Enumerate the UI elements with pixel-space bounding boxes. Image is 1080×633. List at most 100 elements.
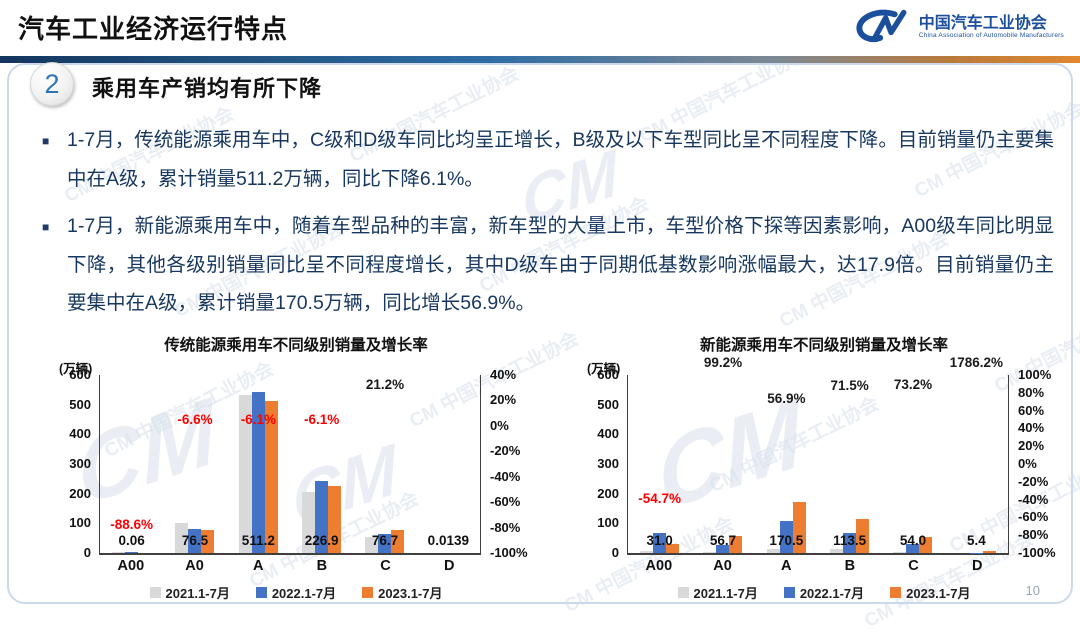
y-axis-tick: 200 [69,486,91,502]
growth-rate-label: -88.6% [110,517,153,532]
y-axis-tick: 100% [1018,367,1051,383]
bullet-square-icon: ■ [42,121,56,198]
y-axis-tick: 400 [597,426,619,442]
y-axis-tick: -40% [490,469,520,485]
y-axis-tick: -20% [1018,474,1048,490]
chart-title: 传统能源乘用车不同级别销量及增长率 [55,333,537,355]
section-title: 乘用车产销均有所下降 [92,71,322,103]
y-axis-tick: 40% [490,367,516,383]
growth-rate-label: -54.7% [638,491,681,506]
y-axis-tick: 80% [1018,385,1044,401]
growth-rate-label: 71.5% [831,378,869,393]
value-label: 226.9 [305,533,339,548]
y-axis-tick: -100% [490,545,528,561]
y-axis-right-ticks: 100%80%60%40%20%0%-20%-40%-60%-80%-100% [1011,375,1065,553]
growth-rate-label: 1786.2% [950,355,1003,370]
legend-item: 2023.1-7月 [362,583,442,602]
chart-title: 新能源乘用车不同级别销量及增长率 [583,333,1065,355]
legend-swatch [362,587,373,598]
organization-logo: 中国汽车工业协会 China Association of Automobile… [853,7,1064,47]
growth-rate-label: -6.6% [177,412,212,427]
growth-rate-label: -6.1% [241,412,276,427]
y-axis-tick: 40% [1018,420,1044,436]
legend-label: 2022.1-7月 [800,583,864,602]
legend-swatch [784,587,795,598]
bar [830,549,843,553]
slide-header: 汽车工业经济运行特点 中国汽车工业协会 China Association of… [0,0,1080,56]
legend-swatch [150,587,161,598]
y-axis-tick: 200 [597,486,619,502]
growth-rate-label: 73.2% [894,377,932,392]
value-label: 54.0 [900,533,926,548]
y-axis-tick: -80% [1018,527,1048,543]
bar-group [691,375,754,553]
bar-group [353,375,416,553]
bar-group [290,375,353,553]
x-axis-label: D [945,558,1009,574]
bar [703,552,716,554]
legend-item: 2023.1-7月 [890,583,970,602]
logo-org-name-en: China Association of Automobile Manufact… [919,32,1064,39]
value-label: 31.0 [647,533,673,548]
bar [893,552,906,554]
y-axis-tick: 100 [69,515,91,531]
chart-legend: 2021.1-7月 2022.1-7月 2023.1-7月 [55,583,537,602]
growth-rate-label: -6.1% [304,412,339,427]
plot-area: 0.06-88.6%76.5-6.6%511.2-6.1%226.9-6.1%7… [99,375,481,555]
value-label: 113.5 [833,533,866,548]
y-axis-tick: 60% [1018,403,1044,419]
x-axis-label: A0 [163,558,227,574]
y-axis-tick: 0 [84,545,91,561]
bar-group [818,375,881,553]
page-title: 汽车工业经济运行特点 [18,9,288,46]
legend-label: 2023.1-7月 [378,583,442,602]
value-label: 0.06 [119,533,145,548]
growth-rate-label: 56.9% [767,391,805,406]
y-axis-tick: 500 [69,397,91,413]
y-axis-tick: 600 [597,367,619,383]
y-axis-tick: 20% [490,392,516,408]
legend-item: 2022.1-7月 [256,583,336,602]
growth-rate-label: 99.2% [704,355,742,370]
legend-swatch [678,587,689,598]
y-axis-tick: -40% [1018,492,1048,508]
bar [640,551,653,553]
y-axis-tick: 0% [1018,456,1037,472]
x-axis-label: A00 [99,558,163,574]
legend-swatch [890,587,901,598]
y-axis-tick: 0 [612,545,619,561]
value-label: 0.0139 [428,533,469,548]
y-axis-tick: 300 [69,456,91,472]
bar-group [881,375,944,553]
cm-logo-icon [853,7,911,47]
legend-swatch [256,587,267,598]
y-axis-tick: 300 [597,456,619,472]
page-number: 10 [1026,583,1040,598]
header-divider-bar [0,56,1080,63]
legend-label: 2022.1-7月 [272,583,336,602]
legend-label: 2021.1-7月 [694,583,758,602]
bar-group [227,375,290,553]
bullet-item: ■ 1-7月，新能源乘用车中，随着车型品种的丰富，新车型的大量上市，车型价格下探… [42,207,1054,323]
bar-group [628,375,691,553]
x-axis-label: A0 [691,558,755,574]
bullet-list: ■ 1-7月，传统能源乘用车中，C级和D级车同比均呈正增长，B级及以下车型同比呈… [42,121,1054,332]
value-label: 170.5 [769,533,803,548]
bar-group [945,375,1008,553]
bar-group [417,375,480,553]
legend-item: 2021.1-7月 [678,583,758,602]
legend-label: 2021.1-7月 [166,583,230,602]
value-label: 511.2 [242,533,275,548]
y-axis-tick: 600 [69,367,91,383]
value-label: 56.7 [710,533,736,548]
x-axis-label: A [754,558,818,574]
growth-rate-label: 21.2% [366,377,404,392]
